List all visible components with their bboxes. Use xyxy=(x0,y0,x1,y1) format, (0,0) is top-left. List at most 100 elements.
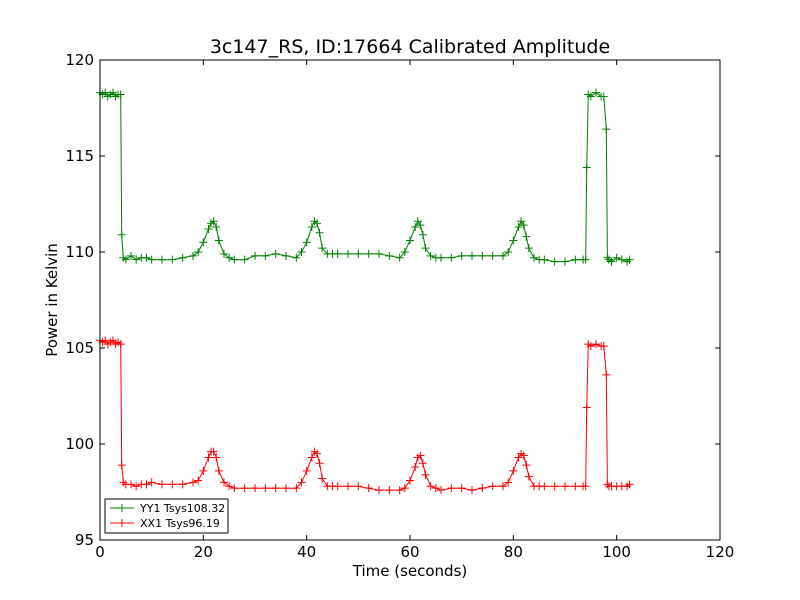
legend-marker-xx1 xyxy=(118,519,126,527)
x-axis-label: Time (seconds) xyxy=(352,562,468,580)
data-point xyxy=(468,251,476,260)
chart-title: 3c147_RS, ID:17664 Calibrated Amplitude xyxy=(210,36,610,58)
data-point xyxy=(571,482,580,491)
y-tick-label: 110 xyxy=(65,243,94,261)
data-point xyxy=(602,125,611,134)
data-point xyxy=(158,480,166,489)
data-point xyxy=(142,480,151,489)
data-point xyxy=(292,484,301,493)
data-point xyxy=(194,476,203,485)
data-point xyxy=(599,92,608,101)
data-point xyxy=(447,484,456,493)
data-point xyxy=(582,403,591,412)
series-0 xyxy=(96,88,634,266)
y-tick-label: 120 xyxy=(65,51,94,69)
data-point xyxy=(282,251,290,260)
data-point xyxy=(385,486,394,495)
legend: YY1 Tsys108.32 XX1 Tsys96.19 xyxy=(104,498,229,534)
data-point xyxy=(375,486,383,495)
data-point xyxy=(344,249,352,258)
data-point xyxy=(189,478,197,487)
legend-label-xx1: XX1 Tsys96.19 xyxy=(140,517,220,530)
data-point xyxy=(313,219,321,228)
data-point xyxy=(519,221,528,230)
data-point xyxy=(261,484,270,493)
x-tick-label: 0 xyxy=(95,543,105,561)
data-point xyxy=(550,257,559,266)
data-point xyxy=(406,236,414,245)
y-tick-label: 95 xyxy=(75,531,94,549)
data-point xyxy=(225,253,234,262)
data-point xyxy=(230,484,239,493)
data-point xyxy=(504,478,513,487)
legend-marker-yy1 xyxy=(118,504,126,512)
data-point xyxy=(147,255,156,264)
legend-box xyxy=(104,498,229,534)
series-line-1 xyxy=(99,339,630,491)
data-point xyxy=(116,90,125,99)
data-point xyxy=(550,482,559,491)
data-point xyxy=(297,248,306,256)
data-point xyxy=(406,476,414,485)
data-point xyxy=(214,236,223,245)
data-point xyxy=(411,223,420,232)
data-point xyxy=(437,253,445,262)
data-point xyxy=(307,223,316,232)
data-point xyxy=(603,480,612,489)
data-point xyxy=(344,482,352,491)
data-point xyxy=(204,224,213,233)
data-point xyxy=(127,251,135,260)
data-point xyxy=(592,88,600,97)
data-point xyxy=(240,484,249,493)
data-point xyxy=(132,482,141,491)
data-point xyxy=(607,257,616,266)
data-point xyxy=(385,251,394,260)
data-point xyxy=(204,453,213,462)
data-point xyxy=(364,484,373,493)
data-point xyxy=(400,248,409,256)
data-point xyxy=(509,236,518,245)
data-point xyxy=(178,480,187,489)
data-point xyxy=(421,470,430,479)
legend-label-yy1: YY1 Tsys108.32 xyxy=(139,502,225,515)
data-point xyxy=(504,248,513,256)
data-point xyxy=(625,480,634,489)
data-point xyxy=(212,453,221,462)
data-point xyxy=(364,249,373,258)
data-point xyxy=(354,482,363,491)
data-point xyxy=(530,253,538,262)
x-tick-label: 40 xyxy=(297,543,316,561)
data-point xyxy=(416,451,425,460)
axis-ticks: 0 20 40 60 80 100 120 95 100 105 110 115 120 xyxy=(65,51,734,561)
data-point xyxy=(214,466,223,475)
data-point xyxy=(132,255,141,264)
data-point xyxy=(561,482,569,491)
data-point xyxy=(251,484,259,493)
data-point xyxy=(625,255,634,264)
data-point xyxy=(282,484,290,493)
data-point xyxy=(478,251,487,260)
data-point xyxy=(599,342,608,351)
data-point xyxy=(315,228,324,237)
data-point xyxy=(514,223,523,232)
data-point xyxy=(571,255,580,264)
data-point xyxy=(318,474,327,483)
data-point xyxy=(416,221,425,230)
data-point xyxy=(603,253,612,262)
data-point xyxy=(230,255,239,264)
data-point xyxy=(127,480,135,489)
plot-area xyxy=(96,88,634,495)
data-point xyxy=(437,486,445,495)
data-point xyxy=(147,478,156,487)
x-tick-label: 80 xyxy=(504,543,523,561)
data-point xyxy=(447,253,456,262)
data-point xyxy=(418,459,427,468)
data-point xyxy=(307,453,316,462)
data-point xyxy=(431,484,440,493)
data-point xyxy=(199,238,208,247)
data-point xyxy=(499,482,507,491)
plot-frame xyxy=(99,59,721,541)
data-point xyxy=(297,478,306,487)
series-line-0 xyxy=(99,91,630,263)
